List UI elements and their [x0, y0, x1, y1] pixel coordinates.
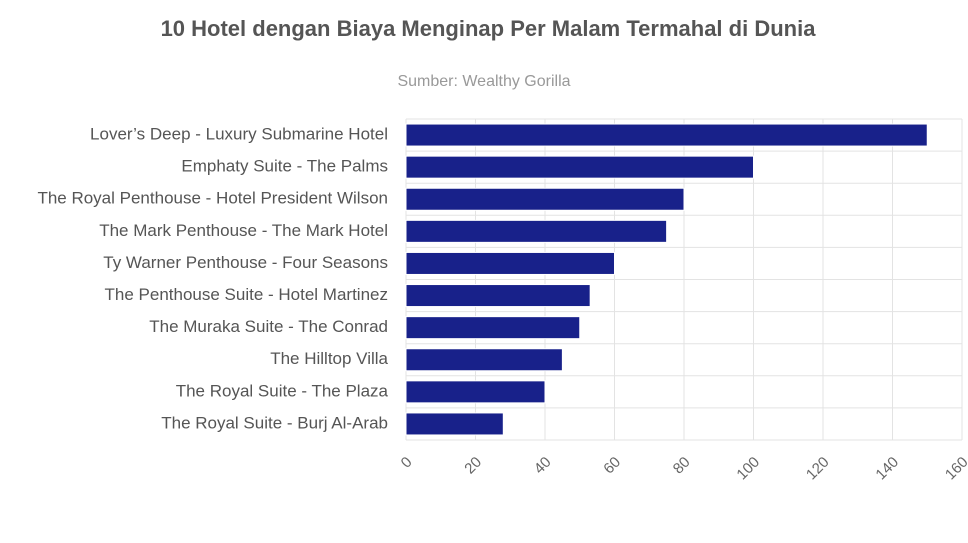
y-tick-label: The Hilltop Villa: [270, 349, 388, 368]
bar: [405, 412, 504, 436]
bar: [405, 187, 685, 211]
bar: [405, 123, 928, 147]
y-tick-label: Lover’s Deep - Luxury Submarine Hotel: [90, 125, 388, 144]
bar: [405, 251, 615, 275]
x-tick-label: 20: [461, 454, 485, 478]
x-tick-label: 0: [398, 454, 416, 472]
x-tick-label: 140: [872, 454, 902, 484]
y-tick-label: The Royal Penthouse - Hotel President Wi…: [37, 189, 388, 208]
x-tick-label: 60: [600, 454, 624, 478]
x-tick-label: 120: [803, 454, 833, 484]
bar: [405, 219, 668, 243]
bar: [405, 155, 754, 179]
bar: [405, 316, 581, 340]
y-tick-label: Emphaty Suite - The Palms: [181, 157, 388, 176]
y-tick-label: The Royal Suite - The Plaza: [176, 381, 389, 400]
bar: [405, 348, 563, 372]
y-tick-label: The Penthouse Suite - Hotel Martinez: [105, 285, 388, 304]
y-tick-label: The Royal Suite - Burj Al-Arab: [161, 413, 388, 432]
y-tick-label: The Muraka Suite - The Conrad: [149, 317, 388, 336]
chart-subtitle: Sumber: Wealthy Gorilla: [397, 73, 570, 90]
x-tick-label: 160: [942, 454, 968, 484]
x-tick-label: 40: [531, 454, 555, 478]
x-tick-label: 100: [733, 454, 763, 484]
x-tick-label: 80: [670, 454, 694, 478]
y-tick-label: Ty Warner Penthouse - Four Seasons: [103, 253, 388, 272]
bar: [405, 284, 591, 308]
bar: [405, 380, 546, 404]
chart-title: 10 Hotel dengan Biaya Menginap Per Malam…: [161, 16, 817, 41]
y-tick-label: The Mark Penthouse - The Mark Hotel: [99, 221, 388, 240]
